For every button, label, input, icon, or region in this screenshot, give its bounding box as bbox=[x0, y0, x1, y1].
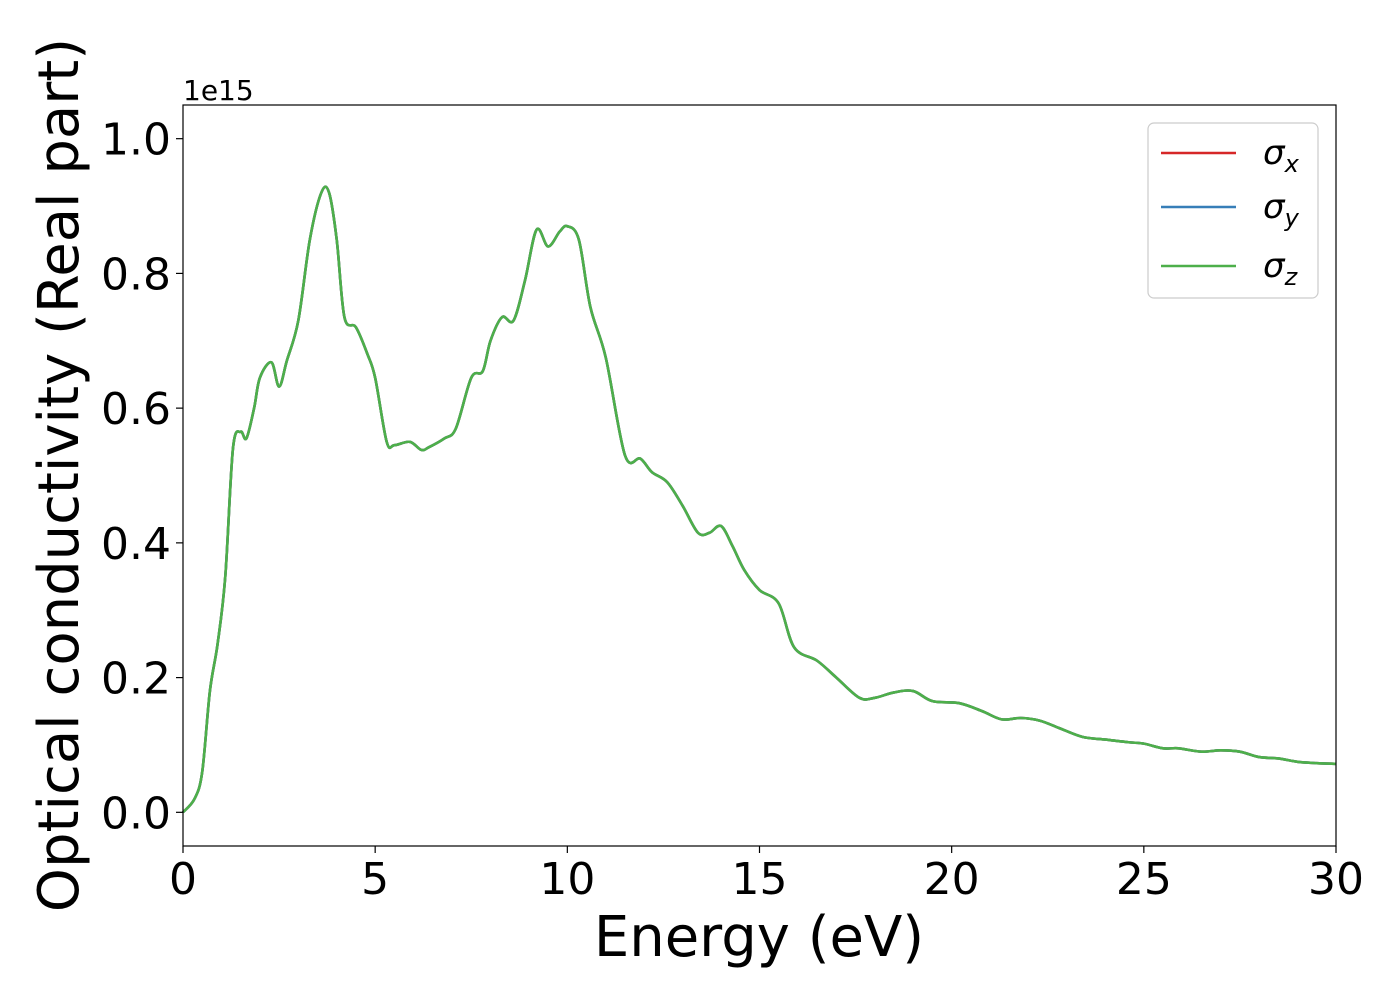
legend-label-y: σy bbox=[1263, 187, 1300, 232]
y-axis-label: Optical conductivity (Real part) bbox=[27, 38, 92, 912]
y-tick-label: 0.6 bbox=[101, 384, 171, 435]
legend-label-z: σz bbox=[1263, 246, 1299, 291]
legend-symbol: σ bbox=[1263, 246, 1286, 286]
legend-symbol: σ bbox=[1263, 133, 1286, 173]
legend-symbol: σ bbox=[1263, 187, 1286, 227]
x-tick-label: 5 bbox=[361, 854, 389, 905]
legend-box bbox=[1147, 122, 1319, 299]
series-layer bbox=[182, 185, 1337, 814]
x-tick-label: 25 bbox=[1116, 854, 1172, 905]
legend-subscript: x bbox=[1284, 150, 1300, 178]
y-tick-label: 0.8 bbox=[101, 249, 171, 300]
y-axis-ticks: 0.0 0.2 0.4 0.6 0.8 1.0 bbox=[101, 115, 183, 839]
x-tick-label: 10 bbox=[539, 854, 595, 905]
plot-background bbox=[183, 105, 1336, 846]
x-axis-ticks: 0 5 10 15 20 25 30 bbox=[169, 846, 1364, 905]
y-tick-label: 0.2 bbox=[101, 654, 171, 705]
y-tick-label: 0.0 bbox=[101, 788, 171, 839]
legend-subscript: y bbox=[1284, 204, 1300, 232]
legend-subscript: z bbox=[1284, 263, 1299, 291]
x-axis-label: Energy (eV) bbox=[594, 905, 924, 970]
x-tick-label: 20 bbox=[924, 854, 980, 905]
x-tick-label: 15 bbox=[732, 854, 788, 905]
y-tick-label: 1.0 bbox=[101, 115, 171, 166]
series-line-z bbox=[182, 185, 1337, 814]
legend-label-x: σx bbox=[1263, 133, 1300, 178]
x-tick-label: 30 bbox=[1308, 854, 1364, 905]
y-tick-label: 0.4 bbox=[101, 519, 171, 570]
y-offset-label: 1e15 bbox=[183, 74, 254, 107]
x-tick-label: 0 bbox=[169, 854, 197, 905]
